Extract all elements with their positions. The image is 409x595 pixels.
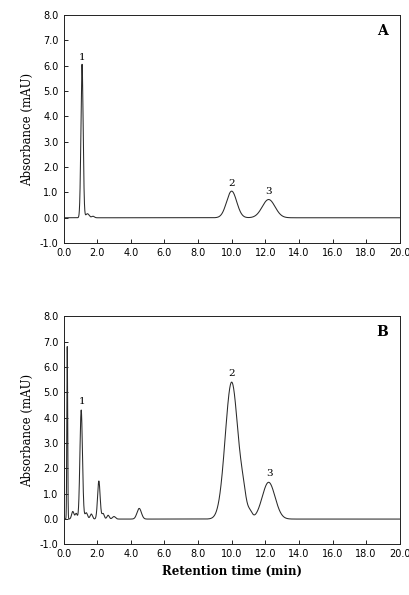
Text: A: A <box>376 24 387 38</box>
Text: 2: 2 <box>227 369 234 378</box>
Y-axis label: Absorbance (mAU): Absorbance (mAU) <box>21 374 34 487</box>
Text: 3: 3 <box>265 187 272 196</box>
Text: 1: 1 <box>79 53 85 62</box>
Text: B: B <box>375 325 387 339</box>
Y-axis label: Absorbance (mAU): Absorbance (mAU) <box>21 73 34 186</box>
Text: 3: 3 <box>265 469 272 478</box>
X-axis label: Retention time (min): Retention time (min) <box>161 565 301 578</box>
Text: 2: 2 <box>227 179 234 189</box>
Text: 1: 1 <box>79 397 85 406</box>
